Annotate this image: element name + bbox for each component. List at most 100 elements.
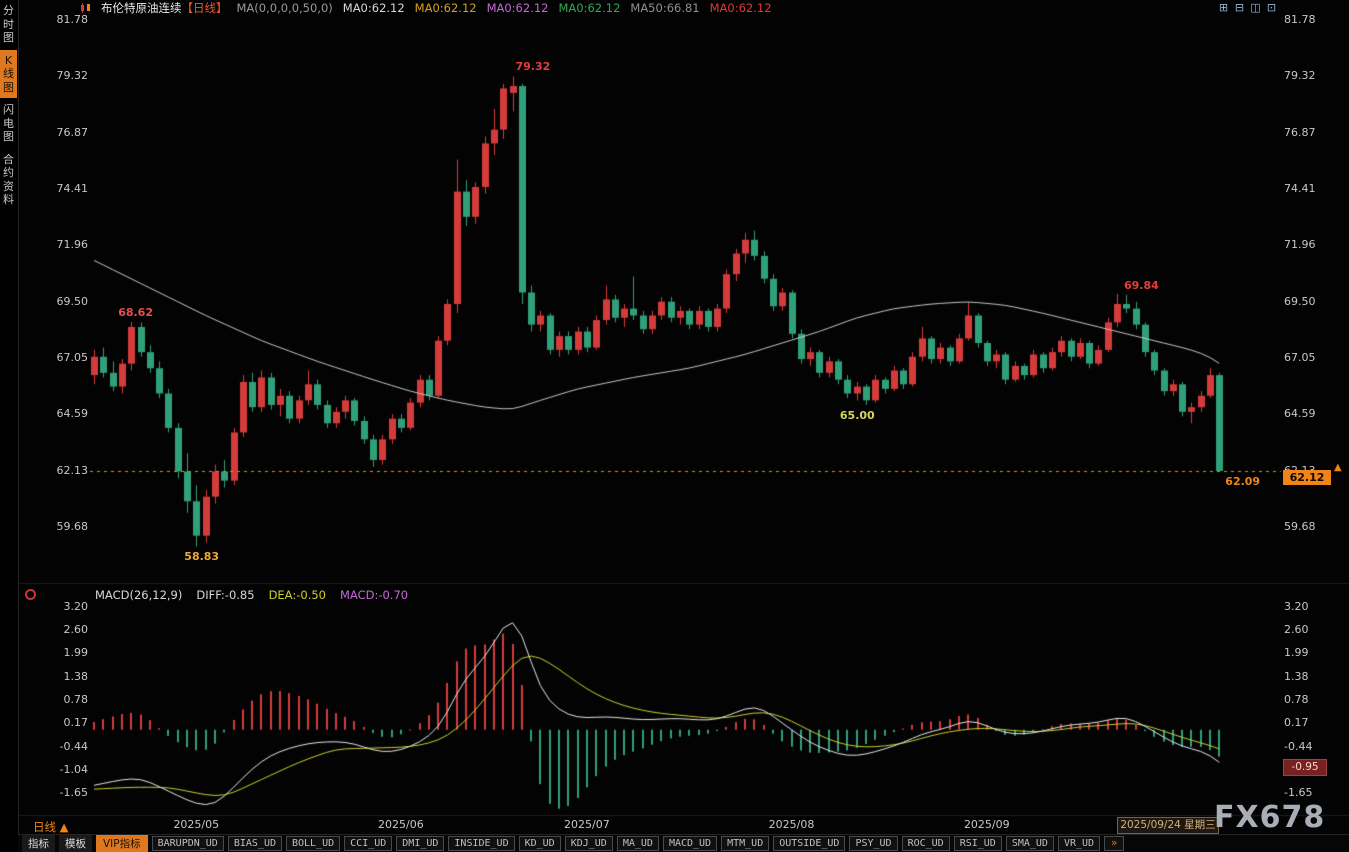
price-annotation: 68.62 <box>118 305 153 319</box>
sidebar-item-2[interactable]: 闪 电 图 <box>3 103 14 143</box>
price-tick-left: 74.41 <box>56 182 89 196</box>
symbol-name: 布伦特原油连续 <box>101 1 182 15</box>
layout-vertical-icon[interactable]: ◫ <box>1250 1 1261 14</box>
period-tag[interactable]: 【日线】 <box>181 1 228 15</box>
price-tick-left: 64.59 <box>56 407 89 421</box>
price-annotation: 58.83 <box>184 550 220 564</box>
period-selector[interactable]: 日线 ▲ <box>33 819 69 835</box>
ma-value-3: MA0:62.12 <box>486 1 549 15</box>
sidebar-item-3[interactable]: 合 约 资 料 <box>3 152 14 207</box>
tab-vip-indicators[interactable]: VIP指标 <box>96 835 148 852</box>
price-tick-left: 62.13 <box>56 463 89 477</box>
tab-indicators[interactable]: 指标 <box>22 835 55 852</box>
indicator-tab-sma_ud[interactable]: SMA_UD <box>1005 836 1054 851</box>
indicator-tab-cci_ud[interactable]: CCI_UD <box>344 836 393 851</box>
macd-tick-right: 3.20 <box>1284 600 1309 613</box>
indicator-tab-boll_ud[interactable]: BOLL_UD <box>286 836 341 851</box>
current-price-box: 62.12 <box>1283 470 1331 485</box>
macd-tick-left: 1.99 <box>63 646 89 660</box>
macd-tick-right: 1.38 <box>1284 669 1309 683</box>
macd-header-item-2: DEA:-0.50 <box>268 588 326 602</box>
price-marker-arrow-icon: ▲ <box>1334 462 1342 473</box>
macd-tick-left: -0.44 <box>59 739 88 753</box>
indicator-tab-outside_ud[interactable]: OUTSIDE_UD <box>773 836 846 851</box>
price-tick-left: 79.32 <box>56 69 89 83</box>
indicator-tab-dmi_ud[interactable]: DMI_UD <box>396 836 445 851</box>
month-label: 2025/07 <box>564 818 610 831</box>
indicator-tab-mtm_ud[interactable]: MTM_UD <box>721 836 770 851</box>
price-tick-right: 71.96 <box>1284 238 1316 252</box>
indicator-tab-macd_ud[interactable]: MACD_UD <box>662 836 718 851</box>
macd-tick-left: 3.20 <box>63 600 89 613</box>
sidebar-item-0[interactable]: 分 时 图 <box>3 4 14 44</box>
macd-tick-left: 0.78 <box>63 692 89 706</box>
price-tick-left: 67.05 <box>56 350 89 364</box>
indicator-tab-list: BARUPDN_UD BIAS_UD BOLL_UD CCI_UD DMI_UD INSI… <box>151 836 1101 851</box>
macd-value-box: -0.95 <box>1283 759 1327 776</box>
price-tick-right: 59.68 <box>1284 519 1316 533</box>
current-date-label: 2025/09/24 星期三 <box>1117 817 1219 834</box>
price-tick-right: 67.05 <box>1284 350 1316 364</box>
price-tick-left: 76.87 <box>56 125 89 139</box>
macd-tick-right: 0.17 <box>1284 716 1309 730</box>
layout-quad-icon[interactable]: ⊞ <box>1218 1 1229 14</box>
month-label: 2025/05 <box>173 818 220 831</box>
macd-tick-right: 2.60 <box>1284 623 1309 636</box>
chevron-up-icon: ▲ <box>59 820 69 834</box>
indicator-tab-vr_ud[interactable]: VR_UD <box>1057 836 1101 851</box>
sidebar: 分 时 图 K 线 图闪 电 图合 约 资 料 <box>0 0 19 852</box>
indicator-tab-barupdn_ud[interactable]: BARUPDN_UD <box>151 836 224 851</box>
ma-values: MA(0,0,0,0,50,0) MA0:62.12 MA0:62.12 MA0:62… <box>237 1 772 15</box>
price-annotation: 69.84 <box>1124 278 1159 292</box>
macd-tick-right: 0.78 <box>1284 692 1309 706</box>
price-annotation: 79.32 <box>515 60 551 74</box>
indicator-tab-kdj_ud[interactable]: KDJ_UD <box>564 836 613 851</box>
macd-header-item-1: DIFF:-0.85 <box>196 588 255 602</box>
price-tick-left: 69.50 <box>56 294 89 308</box>
bottom-tabbar: 指标 模板 VIP指标 BARUPDN_UD BIAS_UD BOLL_UD CCI_… <box>18 834 1349 852</box>
month-label: 2025/06 <box>378 818 424 831</box>
ma-value-2: MA0:62.12 <box>414 1 477 15</box>
sidebar-item-1[interactable]: K 线 图 <box>0 49 17 98</box>
period-selector-label: 日线 <box>33 820 56 834</box>
indicator-tab-roc_ud[interactable]: ROC_UD <box>901 836 950 851</box>
price-tick-right: 76.87 <box>1284 125 1316 139</box>
price-tick-right: 79.32 <box>1284 69 1316 83</box>
macd-tick-right: -1.65 <box>1284 785 1313 799</box>
macd-header-item-0: MACD(26,12,9) <box>95 588 183 602</box>
more-tabs-button[interactable]: » <box>1104 836 1125 851</box>
indicator-tab-bias_ud[interactable]: BIAS_UD <box>227 836 282 851</box>
price-annotation: 65.00 <box>839 408 875 422</box>
symbol-title: 布伦特原油连续【日线】 <box>101 0 228 16</box>
brand-watermark: FX678 <box>1214 800 1326 835</box>
layout-single-icon[interactable]: ⊡ <box>1266 1 1277 14</box>
indicator-tab-rsi_ud[interactable]: RSI_UD <box>953 836 1002 851</box>
month-label: 2025/09 <box>963 818 1010 831</box>
indicator-tab-kd_ud[interactable]: KD_UD <box>518 836 561 851</box>
price-annotation: 62.09 <box>1225 474 1261 488</box>
price-tick-right: 81.78 <box>1284 13 1316 26</box>
price-tick-left: 81.78 <box>56 13 89 26</box>
kline-icon <box>80 2 92 14</box>
layout-horizontal-icon[interactable]: ⊟ <box>1234 1 1245 14</box>
macd-tick-left: 1.38 <box>63 669 89 683</box>
macd-tick-right: 1.99 <box>1284 646 1309 660</box>
ma-value-5: MA50:66.81 <box>630 1 700 15</box>
indicator-collapse-icon[interactable] <box>25 589 36 600</box>
indicator-tab-psy_ud[interactable]: PSY_UD <box>849 836 898 851</box>
window-layout-icons: ⊞ ⊟ ◫ ⊡ <box>1217 2 1278 14</box>
ma-value-4: MA0:62.12 <box>558 1 621 15</box>
macd-tick-left: 0.17 <box>63 716 89 730</box>
macd-tick-left: -1.65 <box>59 785 88 799</box>
ma-value-0: MA(0,0,0,0,50,0) <box>236 1 333 15</box>
tab-templates[interactable]: 模板 <box>59 835 92 852</box>
ma-value-6: MA0:62.12 <box>709 1 772 15</box>
indicator-tab-inside_ud[interactable]: INSIDE_UD <box>448 836 515 851</box>
indicator-tab-ma_ud[interactable]: MA_UD <box>616 836 659 851</box>
month-label: 2025/08 <box>768 818 815 831</box>
ma-value-1: MA0:62.12 <box>342 1 405 15</box>
price-tick-right: 69.50 <box>1284 294 1316 308</box>
macd-tick-right: -0.44 <box>1284 739 1313 753</box>
